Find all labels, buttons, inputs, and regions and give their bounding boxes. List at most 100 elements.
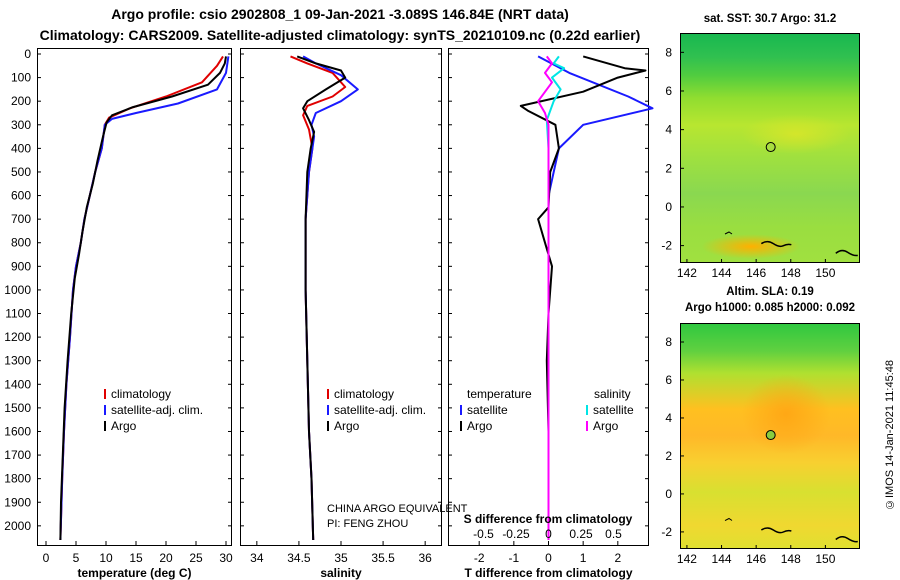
depth-tick-label: 1800: [4, 472, 31, 486]
series-line-argo: [59, 56, 227, 541]
s-tick-label: -0.25: [502, 527, 530, 541]
map-y-tick-label: 2: [665, 161, 672, 175]
imos-credit: ©IMOS 14-Jan-2021 11:45:48: [884, 360, 896, 510]
depth-tick-label: 1600: [4, 424, 31, 438]
x-tick-label: 5: [73, 551, 80, 565]
depth-tick-label: 2000: [4, 519, 31, 533]
legend-entry: satellite: [593, 403, 634, 417]
s-tick-label: 0.25: [569, 527, 593, 541]
legend-entry: satellite-adj. clim.: [334, 403, 426, 417]
island-outline: [724, 231, 733, 235]
s-tick-label: -0.5: [473, 527, 494, 541]
temperature-panel: [37, 48, 232, 546]
depth-tick-label: 1100: [5, 307, 31, 321]
map-y-tick-label: 4: [665, 123, 672, 137]
x-tick-label: -1: [509, 551, 520, 565]
depth-tick-label: 600: [11, 189, 31, 203]
x-tick-label: 34.5: [287, 551, 311, 565]
x-axis-label: T difference from climatology: [464, 566, 632, 580]
legend-entry: Argo: [467, 419, 493, 433]
map-y-tick-label: 6: [665, 373, 672, 387]
x-tick-label: 35: [334, 551, 348, 565]
chart-title-line2: Climatology: CARS2009. Satellite-adjuste…: [39, 27, 641, 43]
s-axis-label: S difference from climatology: [464, 512, 633, 526]
x-axis-label: temperature (deg C): [77, 566, 191, 580]
map-y-tick-label: -2: [661, 525, 672, 539]
chart-title-line1: Argo profile: csio 2902808_1 09-Jan-2021…: [111, 6, 569, 22]
depth-tick-label: 500: [11, 165, 31, 179]
depth-tick-label: 400: [11, 141, 31, 155]
map-y-tick-label: 0: [665, 200, 672, 214]
series-line-argo: [296, 55, 347, 541]
depth-tick-label: 100: [11, 71, 31, 85]
depth-tick-label: 300: [11, 118, 31, 132]
x-tick-label: 36: [418, 551, 432, 565]
island-outline: [724, 517, 733, 521]
depth-tick-label: 1000: [4, 283, 31, 297]
depth-tick-label: 700: [11, 212, 31, 226]
legend-entry: Argo: [334, 419, 360, 433]
map-x-tick-label: 148: [781, 266, 801, 280]
x-tick-label: 20: [159, 551, 173, 565]
x-tick-label: 1: [580, 551, 587, 565]
depth-tick-label: 800: [11, 236, 31, 250]
sla-map-title-1: Altim. SLA: 0.19: [726, 286, 814, 298]
island-outline: [760, 240, 792, 248]
map-x-tick-label: 142: [677, 552, 697, 566]
x-tick-label: 25: [189, 551, 203, 565]
map-y-tick-label: 8: [665, 335, 672, 349]
legend-title-temperature: temperature: [467, 387, 532, 401]
map-x-tick-label: 146: [746, 266, 766, 280]
map-x-tick-label: 146: [746, 552, 766, 566]
x-axis-label: salinity: [320, 566, 362, 580]
sla-map-title-2: Argo h1000: 0.085 h2000: 0.092: [684, 302, 856, 314]
sst-map-title: sat. SST: 30.7 Argo: 31.2: [703, 13, 837, 25]
map-y-tick-label: 0: [665, 487, 672, 501]
s-tick-label: 0.5: [605, 527, 622, 541]
pi-note: PI: FENG ZHOU: [327, 518, 409, 530]
legend-entry: Argo: [593, 419, 619, 433]
salinity-panel: [240, 48, 442, 546]
x-tick-label: 34: [250, 551, 264, 565]
map-x-tick-label: 144: [712, 266, 732, 280]
x-tick-label: 2: [614, 551, 621, 565]
legend-entry: satellite: [467, 403, 508, 417]
argo-float-marker: [765, 142, 776, 153]
depth-tick-label: 900: [11, 259, 31, 273]
depth-tick-label: 1400: [4, 377, 31, 391]
depth-tick-label: 200: [11, 94, 31, 108]
island-outline: [835, 536, 858, 543]
float-note: CHINA ARGO EQUIVALENT: [327, 503, 468, 515]
map-x-tick-label: 148: [781, 552, 801, 566]
legend-entry: climatology: [334, 387, 394, 401]
s-tick-label: 0: [545, 527, 552, 541]
island-outline: [760, 527, 792, 534]
x-tick-label: -2: [474, 551, 485, 565]
depth-tick-label: 1900: [4, 495, 31, 509]
argo-float-marker: [765, 430, 776, 441]
map-x-tick-label: 144: [712, 552, 732, 566]
depth-tick-label: 0: [24, 47, 31, 61]
map-y-tick-label: 4: [665, 411, 672, 425]
depth-tick-label: 1300: [4, 354, 31, 368]
x-tick-label: 35.5: [371, 551, 395, 565]
depth-tick-label: 1200: [4, 330, 31, 344]
legend-entry: satellite-adj. clim.: [111, 403, 203, 417]
map-x-tick-label: 142: [677, 266, 697, 280]
map-y-tick-label: -2: [661, 239, 672, 253]
legend-entry: Argo: [111, 419, 137, 433]
depth-tick-label: 1700: [4, 448, 31, 462]
map-y-tick-label: 6: [665, 84, 672, 98]
map-y-tick-label: 8: [665, 45, 672, 59]
x-tick-label: 0: [545, 551, 552, 565]
x-tick-label: 0: [43, 551, 50, 565]
x-tick-label: 15: [129, 551, 143, 565]
depth-tick-label: 1500: [4, 401, 31, 415]
legend-title-salinity: salinity: [594, 387, 631, 401]
island-outline: [835, 249, 858, 257]
map-x-tick-label: 150: [815, 266, 835, 280]
x-tick-label: 30: [219, 551, 233, 565]
series-line-salinity-argo: [537, 55, 553, 540]
